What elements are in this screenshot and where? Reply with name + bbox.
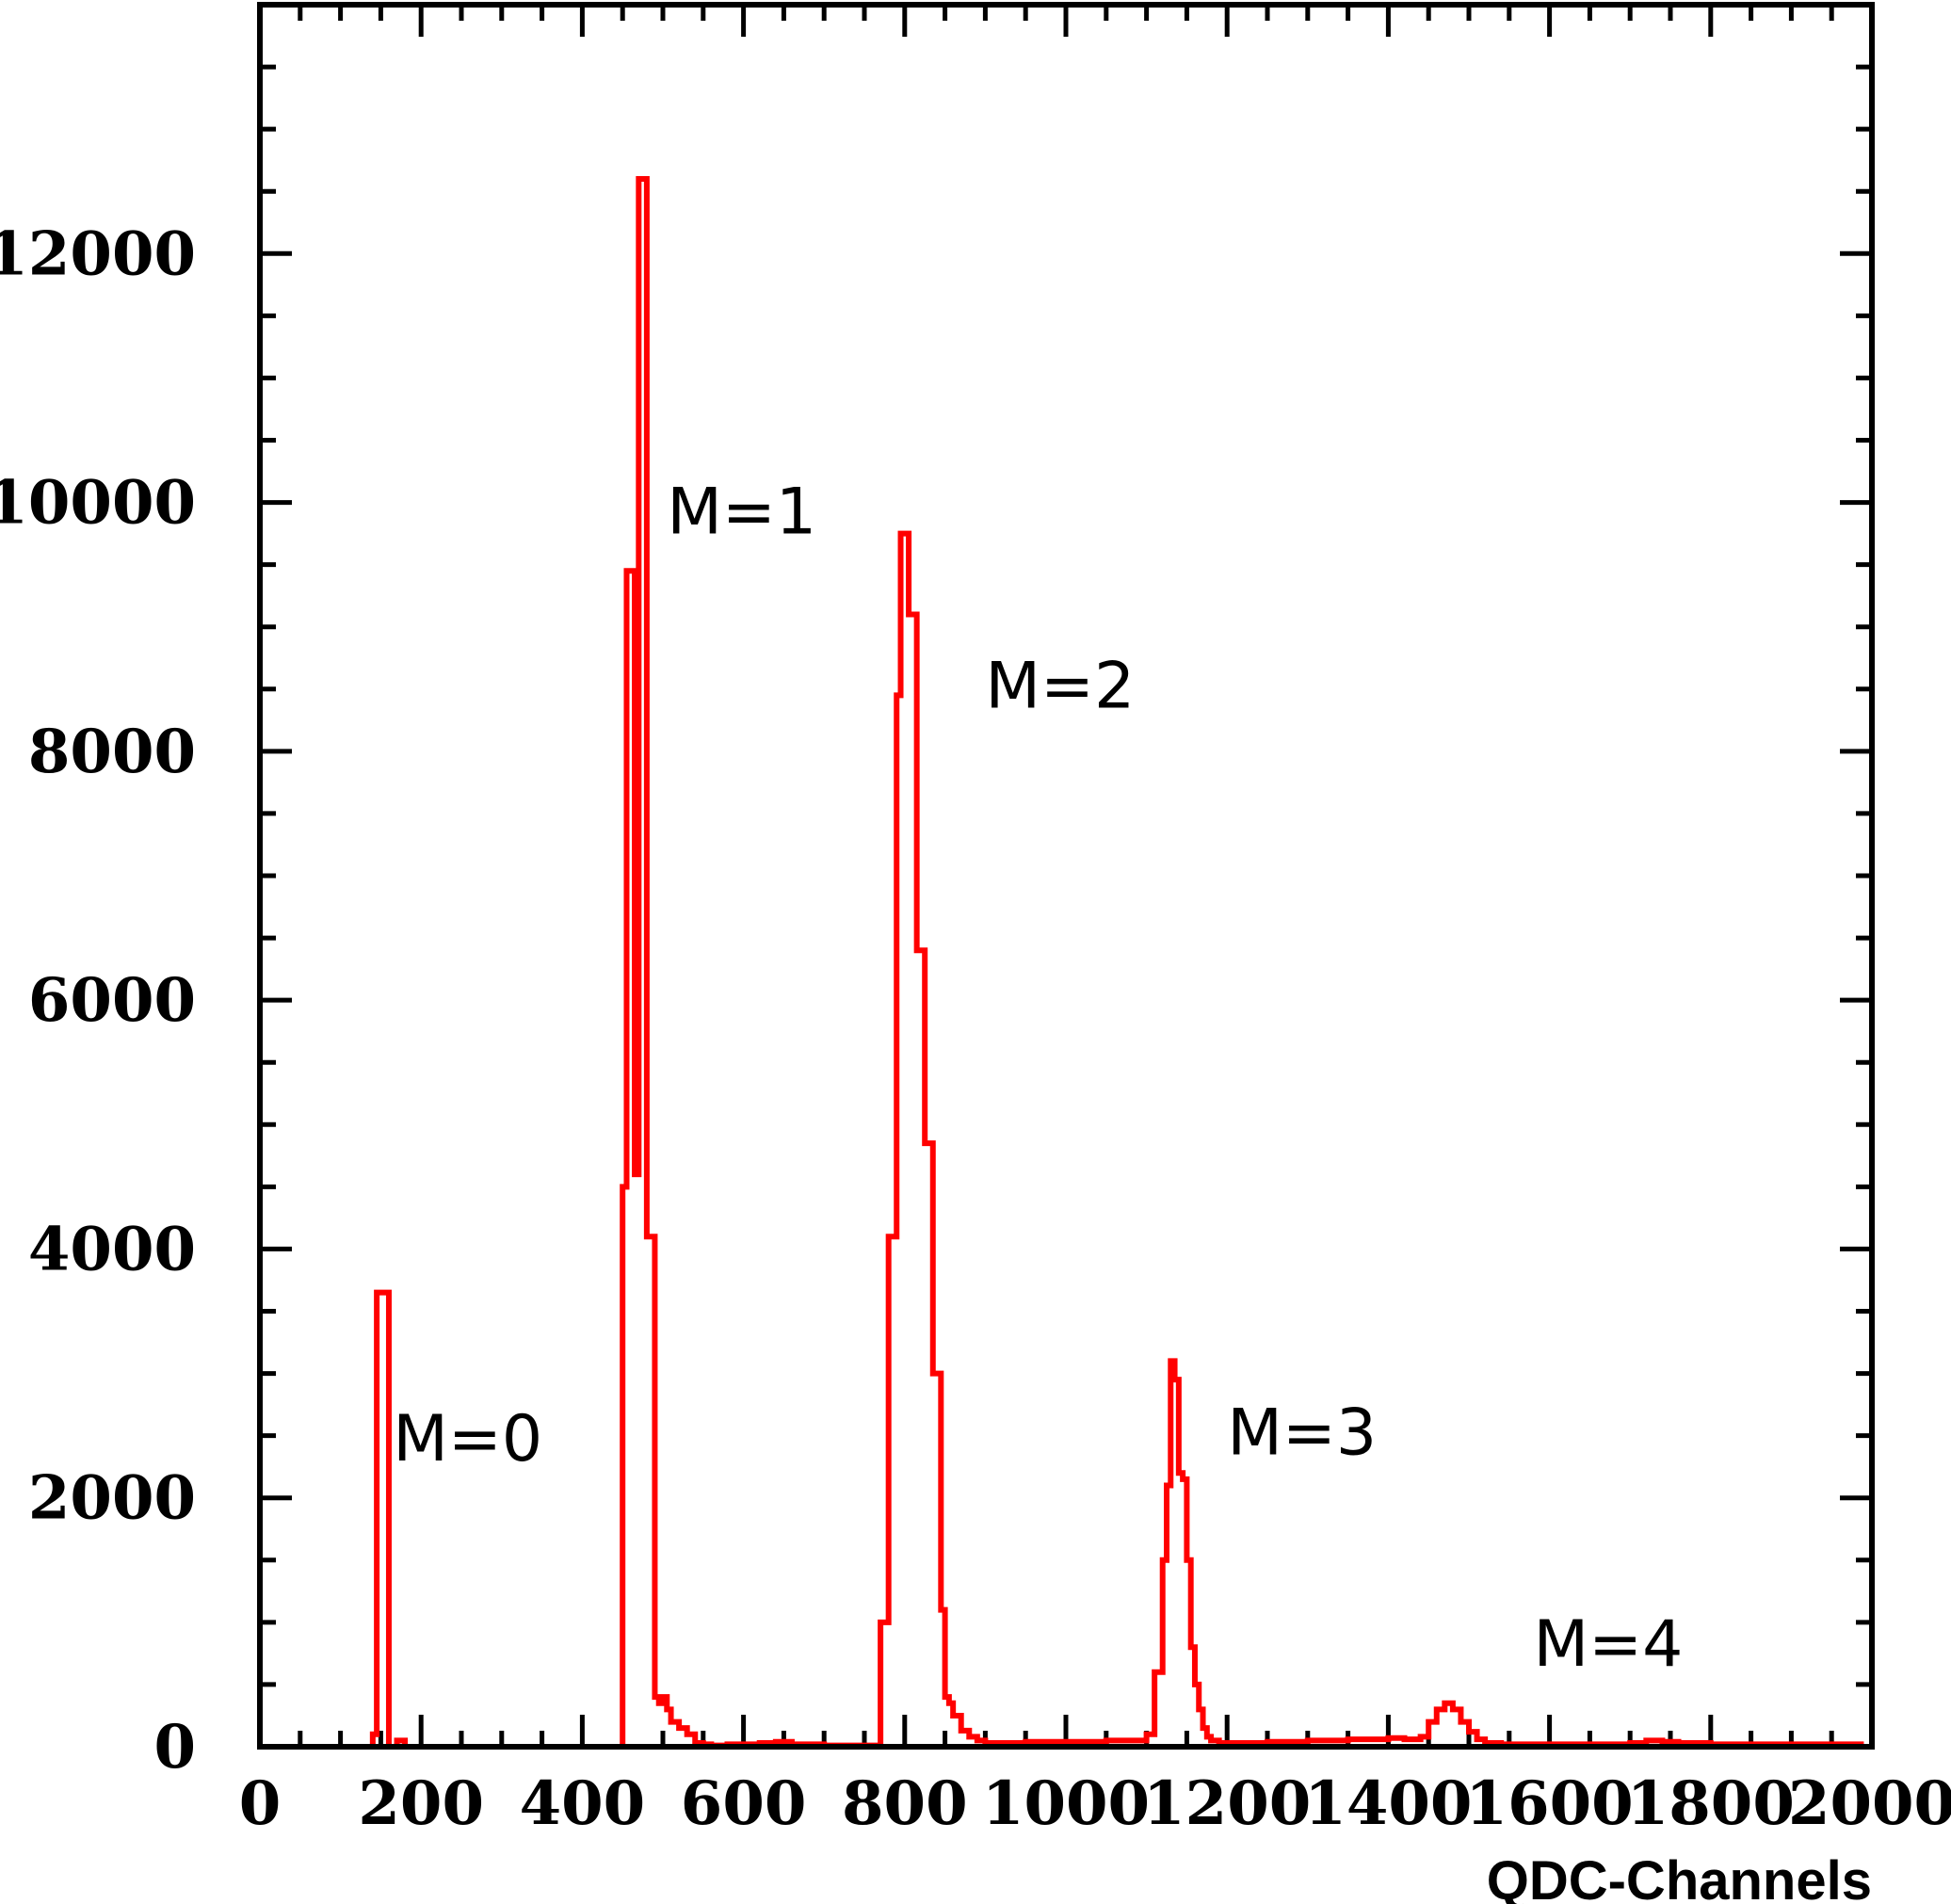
plot-frame	[257, 2, 1875, 1750]
x-tick-label: 1800	[1627, 1768, 1795, 1839]
tick-marks	[257, 2, 1875, 1750]
peak-label: M=1	[667, 476, 816, 550]
x-tick-label: 1200	[1143, 1768, 1311, 1839]
x-tick-label: 600	[681, 1768, 807, 1839]
x-axis-title: QDC-Channels	[1487, 1850, 1872, 1904]
y-tick-label: 2000	[28, 1463, 196, 1534]
x-tick-label: 1600	[1466, 1768, 1634, 1839]
y-tick-label: 6000	[28, 965, 196, 1036]
x-tick-label: 0	[239, 1768, 282, 1839]
x-tick-label: 1000	[982, 1768, 1150, 1839]
peak-annotations: M=0 M=1 M=2 M=3 M=4	[393, 476, 1683, 1683]
peak-label: M=2	[985, 650, 1135, 724]
x-tick-label: 400	[520, 1768, 646, 1839]
peak-label: M=4	[1533, 1607, 1683, 1682]
x-tick-label: 1400	[1304, 1768, 1472, 1839]
peak-label: M=3	[1227, 1396, 1377, 1470]
y-tick-label: 8000	[28, 717, 196, 787]
peak-label: M=0	[393, 1402, 542, 1476]
x-tick-label: 800	[842, 1768, 968, 1839]
histogram-series-line	[276, 176, 1864, 1750]
y-tick-label: 10000	[0, 468, 196, 539]
y-tick-label: 0	[153, 1712, 196, 1783]
y-tick-labels: 0 2000 4000 6000 8000 10000 12000	[0, 218, 196, 1783]
x-tick-label: 200	[358, 1768, 484, 1839]
x-tick-label: 2000	[1788, 1768, 1951, 1839]
y-tick-label: 12000	[0, 218, 196, 289]
y-tick-label: 4000	[28, 1214, 196, 1284]
